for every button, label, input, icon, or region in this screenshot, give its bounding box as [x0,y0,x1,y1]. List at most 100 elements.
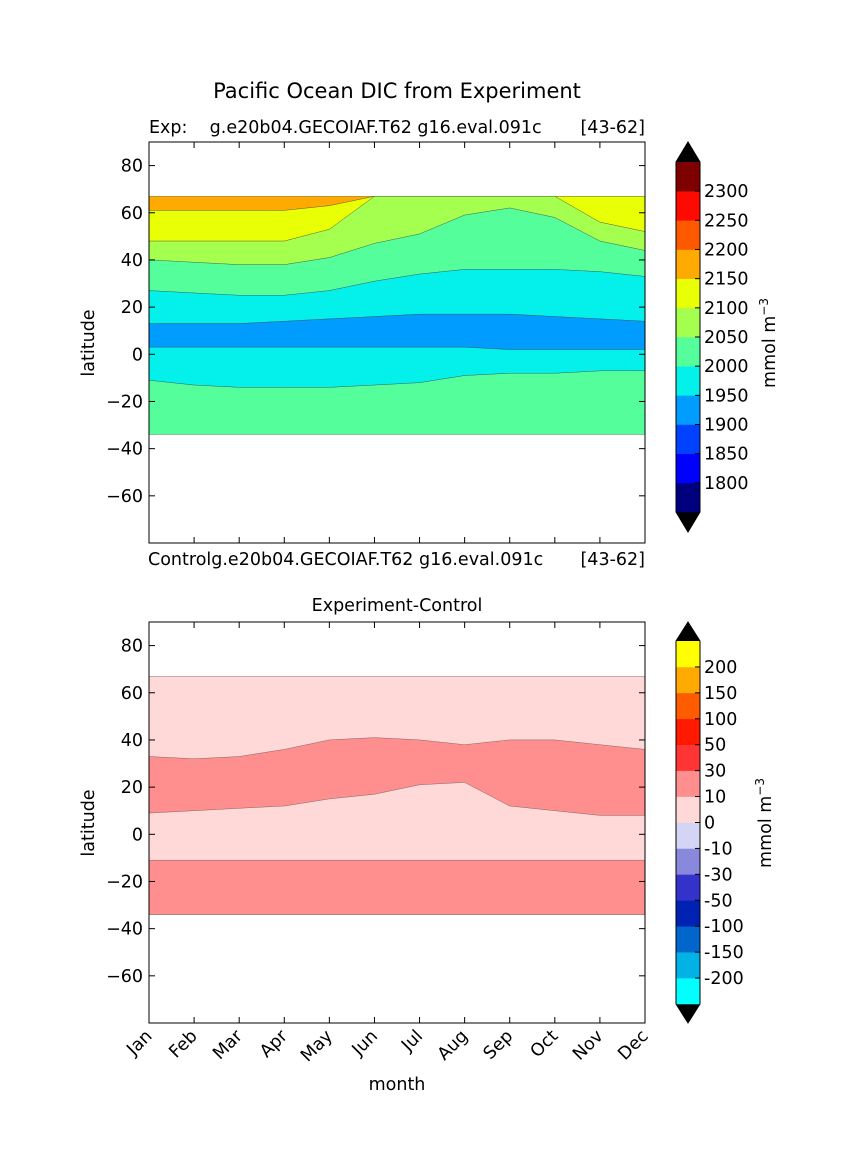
colorbar-extend-max [676,622,700,641]
colorbar-swatch [676,366,700,396]
colorbar-tick-label: 50 [704,736,726,756]
top-left-title: Exp: g.e20b04.GECOIAF.T62 g16.eval.091c [149,118,542,138]
colorbar-tick-label: 2100 [704,299,749,319]
ytick-label: 60 [121,684,143,704]
colorbar-tick-label: 1850 [704,445,749,465]
colorbar-tick-label: 1950 [704,386,749,406]
xtick-label-oct: Oct [527,1026,563,1062]
colorbar-swatch [676,424,700,454]
colorbar-tick-label: -200 [704,969,744,989]
colorbar-swatch [676,718,700,746]
bottom-ylabel: latitude [79,789,99,856]
colorbar-tick-label: 2300 [704,182,749,202]
xtick-label-sep: Sep [480,1026,517,1063]
top-colorbar: 1800 1850 1900 1950 2000 2050 2100 2150 2200 2250… [675,141,749,533]
colorbar-swatch [676,796,700,823]
top-panel: Exp: g.e20b04.GECOIAF.T62 g16.eval.091c … [79,118,780,544]
xtick-label-may: May [297,1026,337,1066]
colorbar-swatch [676,641,700,668]
colorbar-swatch [676,926,700,953]
colorbar-tick-label: 2200 [704,241,749,261]
colorbar-extend-min [676,512,700,532]
ytick-label: 80 [121,637,143,657]
ytick-label: −40 [106,440,143,460]
colorbar-tick-label: -50 [704,891,733,911]
colorbar-tick-label: 30 [704,762,726,782]
colorbar-swatch [676,874,700,901]
top-plot-area: 80 60 40 20 0 −20 −40 −60 [106,141,646,544]
colorbar-tick-label: 2050 [704,328,749,348]
ytick-label: 0 [132,825,143,845]
colorbar-tick-label: 0 [704,814,715,834]
xtick-label-feb: Feb [166,1026,202,1062]
top-colorbar-label-sup: −3 [757,298,771,316]
ytick-label: 40 [121,731,143,751]
colorbar-swatch [676,848,700,875]
colorbar-swatch [676,191,700,221]
colorbar-tick-label: 1800 [704,474,749,494]
xtick-label-jan: Jan [123,1026,157,1060]
colorbar-swatch [676,249,700,279]
colorbar-swatch [676,666,700,694]
bottom-right-title: [43-62] [580,550,645,570]
ytick-label: −40 [106,920,143,940]
plot-frame [148,621,646,1024]
bottom-plot-area: 80 60 40 20 0 −20 −40 −60 Jan Feb Mar Apr May Jun Jul A… [106,621,653,1066]
bottom-colorbar-label-sup: −3 [753,778,767,796]
colorbar-swatch [676,952,700,979]
xtick-label-jul: Jul [397,1026,427,1056]
colorbar-tick-label: 2250 [704,211,749,231]
ytick-label: −20 [106,392,143,412]
colorbar-tick-label: 2150 [704,270,749,290]
xtick-label-apr: Apr [256,1026,292,1062]
xtick-label-jun: Jun [348,1026,382,1060]
plot-frame [148,141,646,544]
colorbar-tick-label: -150 [704,943,744,963]
colorbar-tick-label: 200 [704,658,737,678]
colorbar-swatch [676,900,700,927]
bottom-panel: Controlg.e20b04.GECOIAF.T62 g16.eval.091… [79,550,776,1095]
ytick-label: −60 [106,487,143,507]
contour-band-10-30-2 [148,859,646,915]
colorbar-tick-label: 10 [704,788,726,808]
colorbar-extend-min [676,1004,700,1023]
ytick-label: 60 [121,204,143,224]
xtick-label-nov: Nov [569,1026,607,1064]
colorbar-swatch [676,822,700,849]
colorbar-swatch [676,307,700,338]
top-colorbar-label: mmol m−3 [757,298,780,388]
colorbar-swatch [676,744,700,771]
top-colorbar-label-text: mmol m [760,316,780,388]
colorbar-outline [675,141,701,533]
bottom-colorbar-label-text: mmol m [756,796,776,868]
colorbar-swatch [676,278,700,309]
colorbar-tick-label: 2000 [704,357,749,377]
ytick-label: −60 [106,967,143,987]
ytick-label: 40 [121,251,143,271]
top-ylabel: latitude [79,309,99,376]
colorbar-tick-label: 1900 [704,416,749,436]
colorbar-tick-label: -10 [704,839,733,859]
bottom-xlabel: month [369,1075,426,1095]
colorbar-tick-label: 150 [704,684,737,704]
colorbar-swatch [676,162,700,192]
colorbar-extend-max [676,142,700,162]
ytick-label: 20 [121,778,143,798]
colorbar-tick-label: 100 [704,710,737,730]
ytick-label: 0 [132,345,143,365]
top-right-title: [43-62] [580,118,645,138]
colorbar-outline [675,621,701,1024]
colorbar-swatch [676,770,700,797]
figure-title: Pacific Ocean DIC from Experiment [213,79,581,103]
bottom-left-title: Controlg.e20b04.GECOIAF.T62 g16.eval.091… [148,550,543,570]
colorbar-swatch [676,978,700,1005]
xtick-label-dec: Dec [614,1026,652,1064]
colorbar-tick-label: -30 [704,865,733,885]
colorbar-swatch [676,692,700,720]
bottom-center-title: Experiment-Control [312,596,483,616]
colorbar-swatch [676,395,700,425]
colorbar-tick-label: -100 [704,917,744,937]
ytick-label: 80 [121,157,143,177]
